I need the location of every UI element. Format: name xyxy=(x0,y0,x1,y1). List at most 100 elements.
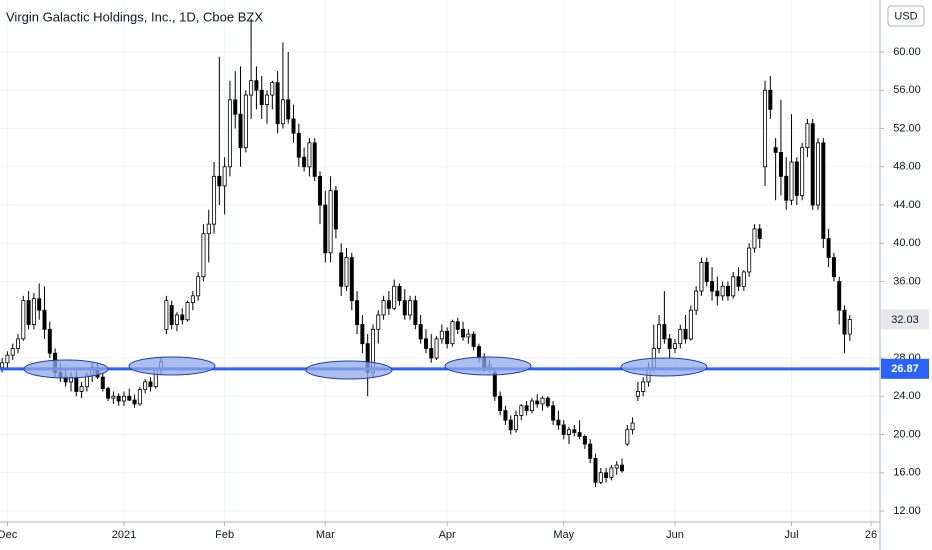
candle-body xyxy=(609,467,614,478)
candle-body xyxy=(196,276,201,297)
candle-body xyxy=(355,300,360,325)
candle-body xyxy=(127,395,132,401)
candle-body xyxy=(800,147,805,196)
candle-body xyxy=(79,386,84,392)
y-tick-label: 24.00 xyxy=(893,390,921,402)
candle-body xyxy=(524,405,529,412)
x-tick-label: Apr xyxy=(439,529,456,541)
y-tick-label: 52.00 xyxy=(893,122,921,134)
candle-body xyxy=(233,99,238,115)
highlight-oval xyxy=(23,359,109,379)
candle-body xyxy=(265,94,270,106)
y-tick-label: 20.00 xyxy=(893,428,921,440)
candle-body xyxy=(344,257,349,287)
candle-body xyxy=(47,328,52,354)
candle-body xyxy=(445,330,450,345)
candle-body xyxy=(137,389,142,405)
candle-body xyxy=(688,309,693,340)
candle-body xyxy=(816,142,821,206)
candle-body xyxy=(249,80,254,96)
candle-body xyxy=(672,343,677,349)
candle-body xyxy=(741,271,746,287)
grid xyxy=(0,0,880,522)
candle-body xyxy=(773,147,778,153)
x-tick-label: 26 xyxy=(865,529,877,541)
candle-body xyxy=(789,161,794,201)
candle-body xyxy=(556,419,561,426)
candle-body xyxy=(588,443,593,459)
candle-body xyxy=(212,175,217,225)
candle-body xyxy=(619,464,624,472)
candle-body xyxy=(116,395,121,402)
candle-body xyxy=(476,346,481,359)
candle-body xyxy=(339,252,344,287)
candle-body xyxy=(296,132,301,158)
x-tick-label: Jun xyxy=(666,529,684,541)
candle-body xyxy=(386,300,391,309)
currency-label[interactable]: USD xyxy=(894,10,917,22)
candle-body xyxy=(715,290,720,297)
candle-body xyxy=(312,142,317,177)
candle-body xyxy=(551,405,556,421)
candle-body xyxy=(121,395,126,402)
candle-body xyxy=(725,285,730,297)
candle-body xyxy=(492,371,497,397)
candle-body xyxy=(545,397,550,407)
candle-body xyxy=(5,354,10,364)
candle-body xyxy=(699,261,704,292)
y-tick-label: 12.00 xyxy=(893,505,921,517)
candle-body xyxy=(434,338,439,359)
candle-body xyxy=(254,80,259,91)
candle-body xyxy=(408,300,413,316)
highlight-oval xyxy=(620,357,708,377)
candle-body xyxy=(333,190,338,230)
candle-body xyxy=(418,324,423,340)
candle-body xyxy=(768,89,773,110)
x-tick-label: Dec xyxy=(0,529,18,541)
candle-body xyxy=(694,290,699,311)
candle-body xyxy=(662,324,667,340)
candle-body xyxy=(307,142,312,168)
candle-body xyxy=(508,419,513,431)
candle-body xyxy=(323,204,328,254)
candle-body xyxy=(302,156,307,168)
candle-body xyxy=(461,328,466,338)
candle-body xyxy=(736,276,741,287)
candle-body xyxy=(657,324,662,349)
candle-body xyxy=(360,324,365,345)
candle-body xyxy=(397,285,402,302)
candle-body xyxy=(169,305,174,325)
candle-body xyxy=(243,94,248,149)
candle-body xyxy=(704,261,709,282)
candle-body xyxy=(201,233,206,278)
candle-body xyxy=(259,89,264,106)
candle-body xyxy=(503,410,508,421)
candle-body xyxy=(535,400,540,405)
candle-body xyxy=(847,319,852,335)
highlight-oval xyxy=(305,360,393,380)
candle-body xyxy=(402,300,407,316)
level-label: 26.87 xyxy=(891,363,919,375)
y-tick-label: 40.00 xyxy=(893,237,921,249)
candles xyxy=(0,18,880,488)
candle-body xyxy=(593,458,598,483)
candle-body xyxy=(667,338,672,349)
candle-body xyxy=(778,152,783,177)
currency-box[interactable] xyxy=(887,5,925,27)
candle-body xyxy=(439,330,444,340)
candle-body xyxy=(328,190,333,254)
candle-body xyxy=(821,142,826,239)
candle-body xyxy=(185,302,190,321)
candle-body xyxy=(42,309,47,330)
candle-body xyxy=(275,82,280,125)
chart-title: Virgin Galactic Holdings, Inc., 1D, Cboe… xyxy=(6,9,263,24)
x-tick-label: May xyxy=(553,529,574,541)
candle-body xyxy=(529,400,534,412)
last-price-box xyxy=(881,309,929,330)
candle-body xyxy=(831,257,836,278)
candle-body xyxy=(174,314,179,325)
candle-body xyxy=(614,464,619,469)
candle-body xyxy=(498,395,503,412)
candle-body xyxy=(217,175,222,187)
